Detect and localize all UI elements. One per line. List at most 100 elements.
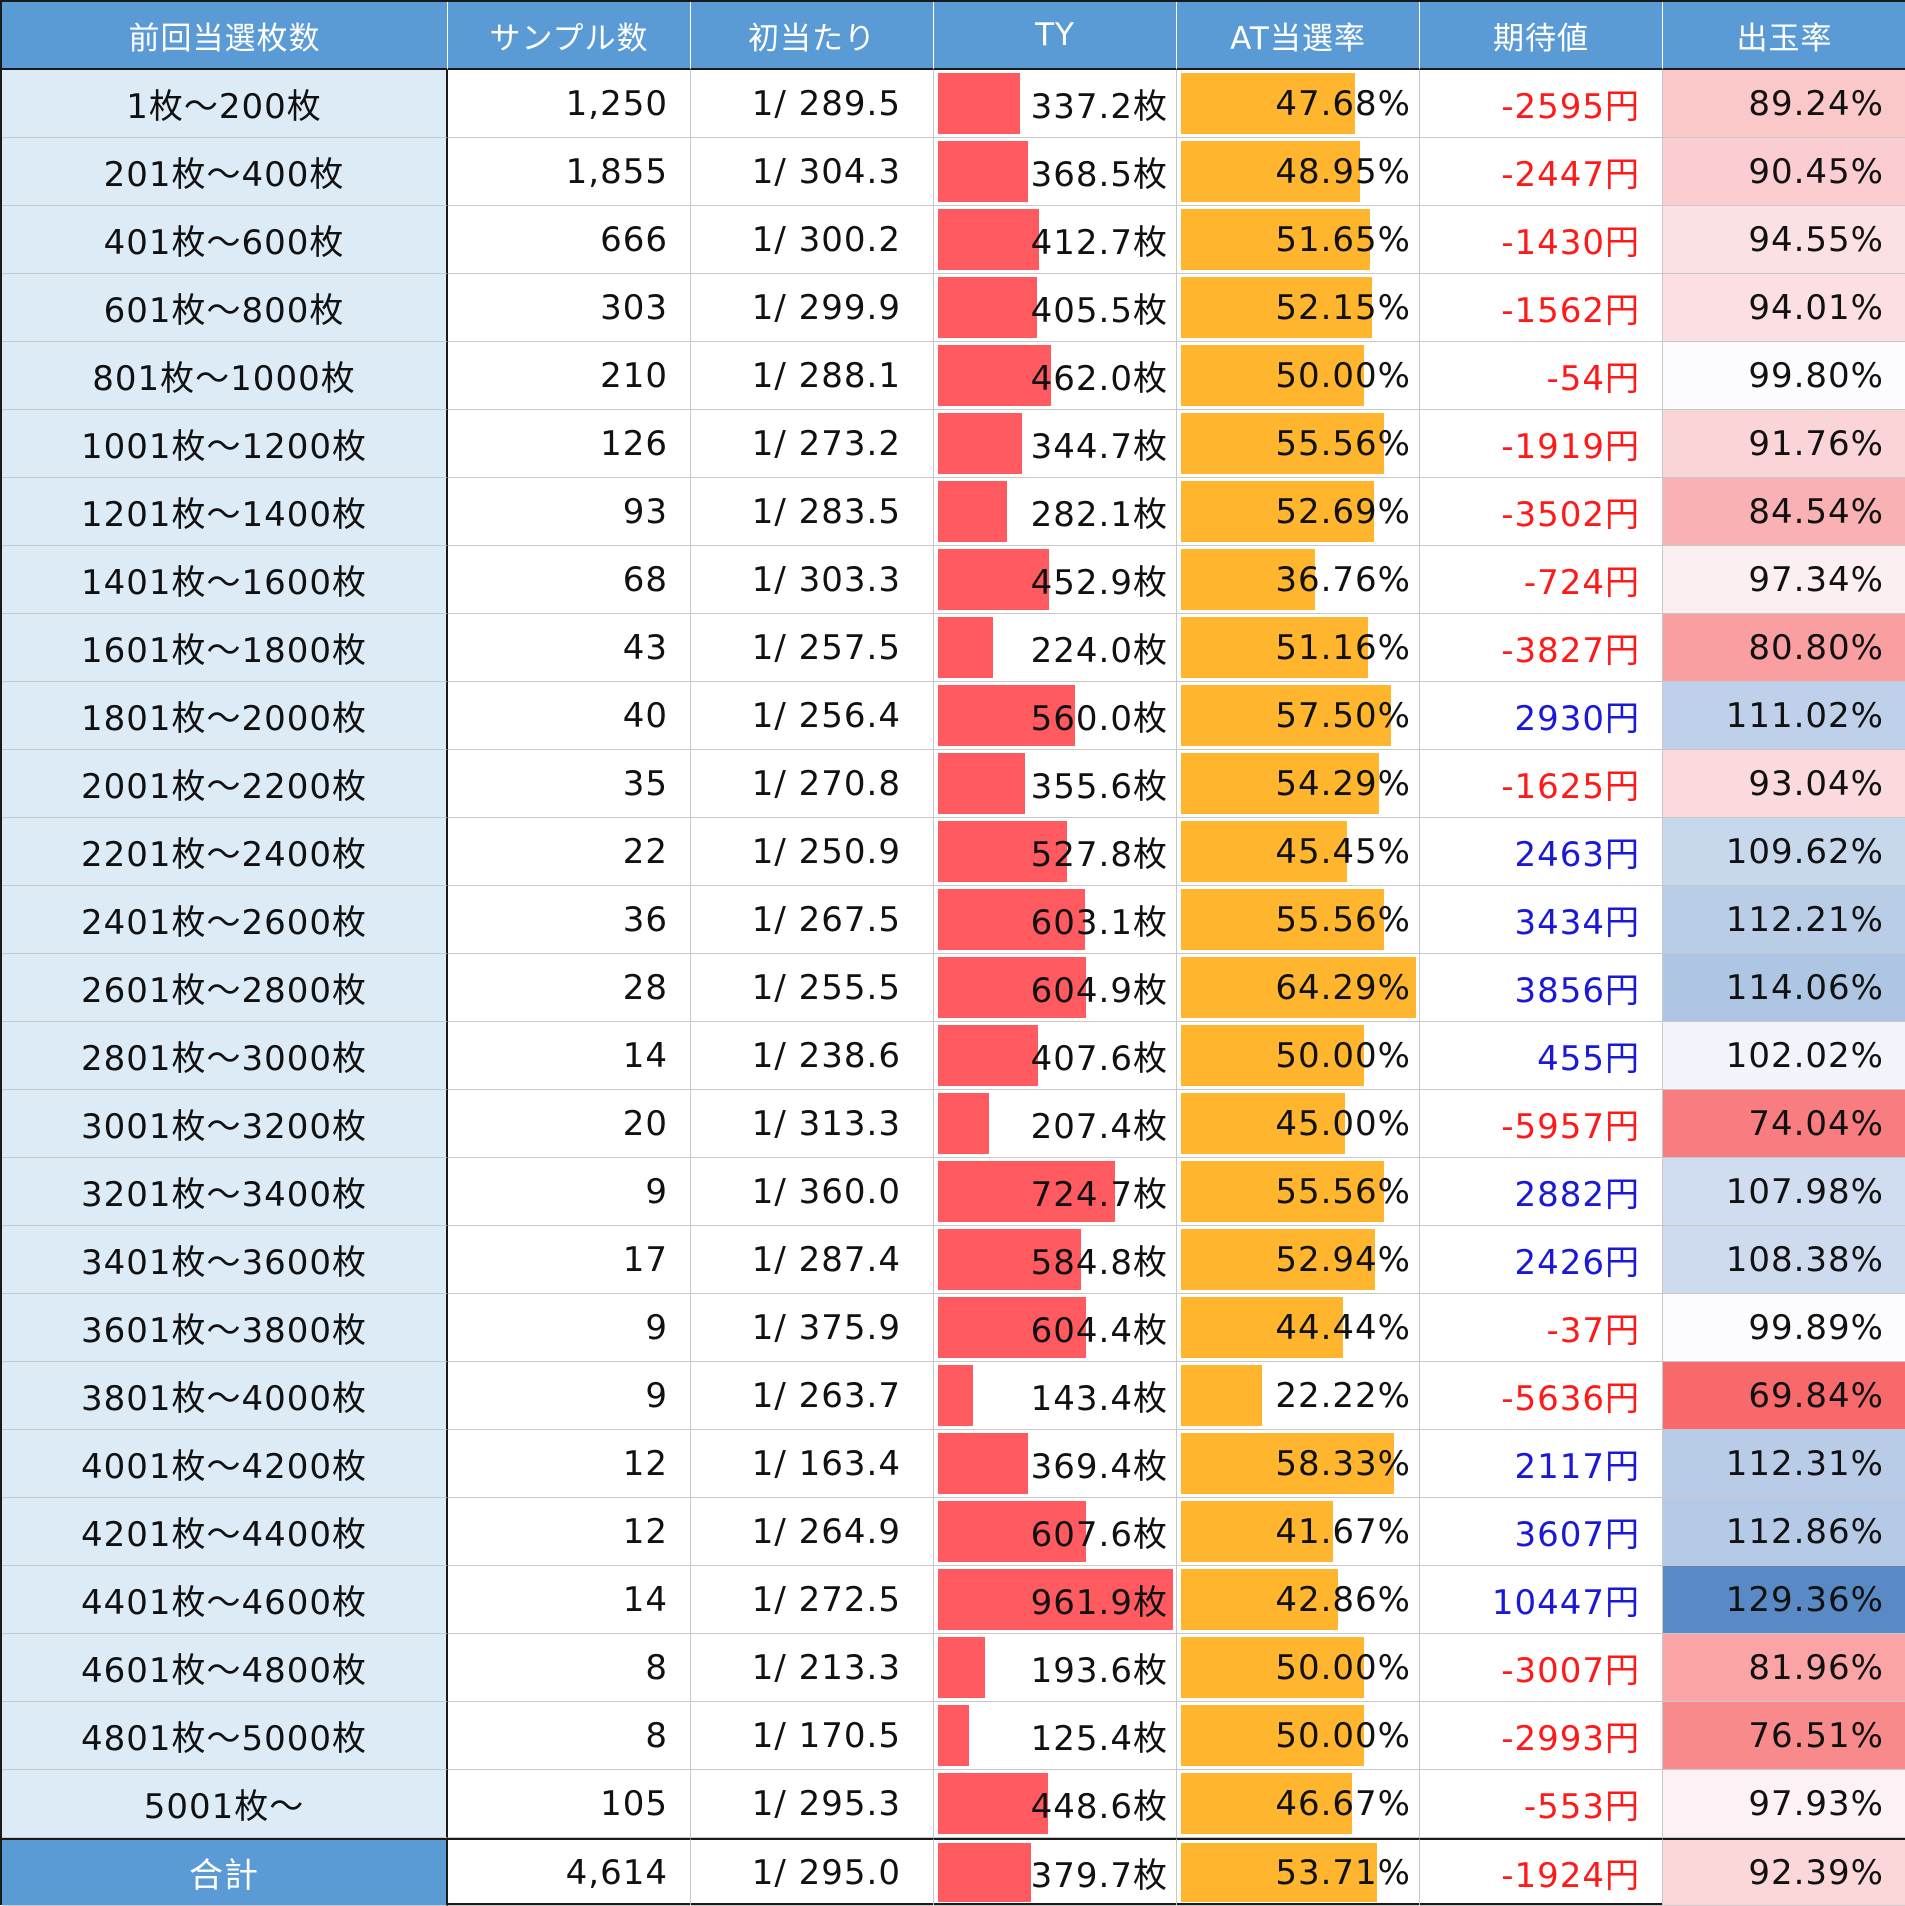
first-hit-cell: 1/ 163.4: [691, 1430, 934, 1499]
first-hit-cell: 1/ 295.0: [691, 1838, 934, 1906]
sample-count-cell: 1,250: [448, 70, 691, 139]
first-hit-cell: 1/ 272.5: [691, 1566, 934, 1635]
sample-count-cell: 36: [448, 886, 691, 955]
row-label: 4801枚〜5000枚: [2, 1702, 448, 1771]
ty-cell: 207.4枚: [934, 1090, 1177, 1159]
at-rate-cell: 22.22%: [1177, 1362, 1420, 1431]
at-rate-cell-value: 44.44%: [1275, 1307, 1411, 1348]
header-first-hit: 初当たり: [691, 2, 934, 71]
at-rate-cell-value: 45.00%: [1275, 1103, 1411, 1144]
payout-rate-cell: 74.04%: [1663, 1090, 1905, 1159]
expected-value-cell: 10447円: [1420, 1566, 1663, 1635]
at-rate-cell: 45.00%: [1177, 1090, 1420, 1159]
at-rate-cell-value: 55.56%: [1275, 423, 1411, 464]
ty-cell-value: 355.6枚: [1030, 767, 1168, 808]
at-rate-cell-value: 55.56%: [1275, 899, 1411, 940]
expected-value-cell: 3856円: [1420, 954, 1663, 1023]
ty-cell-value: 604.9枚: [1030, 971, 1168, 1012]
payout-rate-cell: 80.80%: [1663, 614, 1905, 683]
expected-value-cell: -1924円: [1420, 1838, 1663, 1906]
expected-value-cell: -1625円: [1420, 750, 1663, 819]
ty-cell-value: 961.9枚: [1030, 1583, 1168, 1624]
ty-cell-value: 560.0枚: [1030, 699, 1168, 740]
expected-value-cell: 2426円: [1420, 1226, 1663, 1295]
sample-count-cell: 9: [448, 1158, 691, 1227]
ty-cell-value: 207.4枚: [1030, 1107, 1168, 1148]
ty-cell-value: 407.6枚: [1030, 1039, 1168, 1080]
at-rate-cell-bar: [1181, 1433, 1395, 1495]
first-hit-cell: 1/ 295.3: [691, 1770, 934, 1839]
ty-cell-value: 604.4枚: [1030, 1311, 1168, 1352]
row-label: 1001枚〜1200枚: [2, 410, 448, 479]
payout-rate-cell: 81.96%: [1663, 1634, 1905, 1703]
sample-count-cell: 4,614: [448, 1838, 691, 1906]
ty-cell-bar: [938, 821, 1067, 883]
ty-cell-bar: [938, 1773, 1048, 1835]
ty-cell-value: 607.6枚: [1030, 1515, 1168, 1556]
at-rate-cell-value: 51.16%: [1275, 627, 1411, 668]
ty-cell-value: 452.9枚: [1030, 563, 1168, 604]
at-rate-cell-bar: [1181, 1569, 1338, 1631]
first-hit-cell: 1/ 283.5: [691, 478, 934, 547]
at-rate-cell: 36.76%: [1177, 546, 1420, 615]
at-rate-cell: 52.69%: [1177, 478, 1420, 547]
first-hit-cell: 1/ 303.3: [691, 546, 934, 615]
at-rate-cell-value: 52.69%: [1275, 491, 1411, 532]
first-hit-cell: 1/ 256.4: [691, 682, 934, 751]
first-hit-cell: 1/ 304.3: [691, 138, 934, 207]
at-rate-cell: 42.86%: [1177, 1566, 1420, 1635]
ty-cell-value: 603.1枚: [1030, 903, 1168, 944]
first-hit-cell: 1/ 257.5: [691, 614, 934, 683]
payout-rate-cell: 102.02%: [1663, 1022, 1905, 1091]
ty-cell: 379.7枚: [934, 1838, 1177, 1906]
ty-cell-bar: [938, 1025, 1038, 1087]
payout-rate-cell: 97.34%: [1663, 546, 1905, 615]
ty-cell: 407.6枚: [934, 1022, 1177, 1091]
at-rate-cell-bar: [1181, 1297, 1344, 1359]
ty-cell-value: 405.5枚: [1030, 291, 1168, 332]
at-rate-cell: 50.00%: [1177, 1702, 1420, 1771]
ty-cell: 724.7枚: [934, 1158, 1177, 1227]
ty-cell-bar: [938, 209, 1039, 271]
expected-value-cell: -3502円: [1420, 478, 1663, 547]
ty-cell: 462.0枚: [934, 342, 1177, 411]
at-rate-cell-value: 36.76%: [1275, 559, 1411, 600]
at-rate-cell: 52.15%: [1177, 274, 1420, 343]
at-rate-cell-bar: [1181, 957, 1416, 1019]
ty-cell: 452.9枚: [934, 546, 1177, 615]
ty-cell: 355.6枚: [934, 750, 1177, 819]
ty-cell-bar: [938, 1229, 1081, 1291]
at-rate-cell: 51.16%: [1177, 614, 1420, 683]
payout-rate-cell: 112.21%: [1663, 886, 1905, 955]
sample-count-cell: 28: [448, 954, 691, 1023]
expected-value-cell: 2463円: [1420, 818, 1663, 887]
at-rate-cell-bar: [1181, 685, 1392, 747]
ty-cell-value: 282.1枚: [1030, 495, 1168, 536]
row-label: 1枚〜200枚: [2, 70, 448, 139]
at-rate-cell-value: 41.67%: [1275, 1511, 1411, 1552]
at-rate-cell: 50.00%: [1177, 1022, 1420, 1091]
ty-cell: 604.4枚: [934, 1294, 1177, 1363]
ty-cell-bar: [938, 1433, 1029, 1495]
row-label: 201枚〜400枚: [2, 138, 448, 207]
header-sample-count: サンプル数: [448, 2, 691, 71]
at-rate-cell-bar: [1181, 889, 1385, 951]
ty-cell-bar: [938, 753, 1025, 815]
expected-value-cell: -3827円: [1420, 614, 1663, 683]
first-hit-cell: 1/ 313.3: [691, 1090, 934, 1159]
at-rate-cell: 47.68%: [1177, 70, 1420, 139]
at-rate-cell-value: 22.22%: [1275, 1375, 1411, 1416]
ty-cell-bar: [938, 73, 1021, 135]
at-rate-cell: 48.95%: [1177, 138, 1420, 207]
row-label: 4001枚〜4200枚: [2, 1430, 448, 1499]
payout-rate-cell: 94.01%: [1663, 274, 1905, 343]
first-hit-cell: 1/ 287.4: [691, 1226, 934, 1295]
sample-count-cell: 666: [448, 206, 691, 275]
at-rate-cell-value: 50.00%: [1275, 1035, 1411, 1076]
payout-rate-cell: 84.54%: [1663, 478, 1905, 547]
ty-cell: 344.7枚: [934, 410, 1177, 479]
at-rate-cell-value: 54.29%: [1275, 763, 1411, 804]
at-rate-cell-value: 47.68%: [1275, 83, 1411, 124]
expected-value-cell: -54円: [1420, 342, 1663, 411]
sample-count-cell: 1,855: [448, 138, 691, 207]
